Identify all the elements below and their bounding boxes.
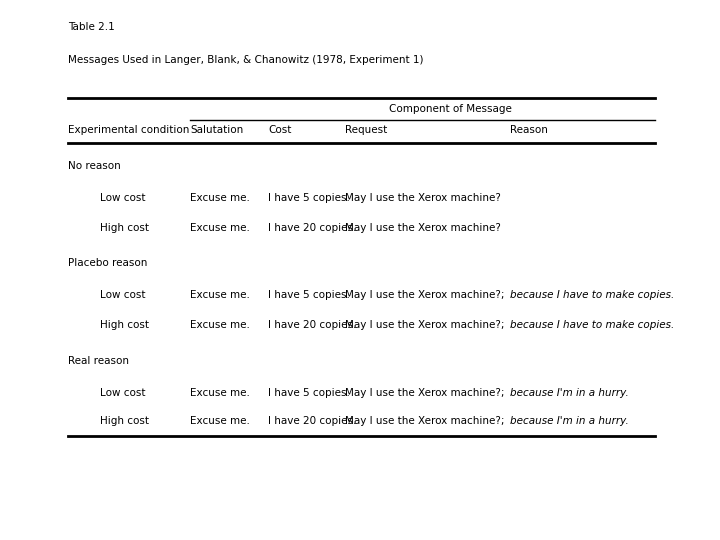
Text: Reason: Reason xyxy=(510,125,548,135)
Text: May I use the Xerox machine?: May I use the Xerox machine? xyxy=(345,223,501,233)
Text: May I use the Xerox machine?;: May I use the Xerox machine?; xyxy=(345,416,505,426)
Text: Salutation: Salutation xyxy=(190,125,243,135)
Text: May I use the Xerox machine?;: May I use the Xerox machine?; xyxy=(345,320,505,330)
Text: I have 20 copies.: I have 20 copies. xyxy=(268,223,356,233)
Text: High cost: High cost xyxy=(100,320,149,330)
Text: Placebo reason: Placebo reason xyxy=(68,258,148,268)
Text: Excuse me.: Excuse me. xyxy=(190,416,250,426)
Text: Excuse me.: Excuse me. xyxy=(190,290,250,300)
Text: I have 20 copies.: I have 20 copies. xyxy=(268,416,356,426)
Text: because I have to make copies.: because I have to make copies. xyxy=(510,290,674,300)
Text: No reason: No reason xyxy=(68,161,121,171)
Text: Real reason: Real reason xyxy=(68,356,129,366)
Text: May I use the Xerox machine?;: May I use the Xerox machine?; xyxy=(345,290,505,300)
Text: May I use the Xerox machine?;: May I use the Xerox machine?; xyxy=(345,388,505,398)
Text: Excuse me.: Excuse me. xyxy=(190,193,250,203)
Text: Request: Request xyxy=(345,125,387,135)
Text: because I'm in a hurry.: because I'm in a hurry. xyxy=(510,388,629,398)
Text: May I use the Xerox machine?: May I use the Xerox machine? xyxy=(345,193,501,203)
Text: High cost: High cost xyxy=(100,223,149,233)
Text: Low cost: Low cost xyxy=(100,388,145,398)
Text: I have 5 copies.: I have 5 copies. xyxy=(268,290,350,300)
Text: High cost: High cost xyxy=(100,416,149,426)
Text: because I have to make copies.: because I have to make copies. xyxy=(510,320,674,330)
Text: I have 5 copies.: I have 5 copies. xyxy=(268,193,350,203)
Text: Low cost: Low cost xyxy=(100,290,145,300)
Text: Table 2.1: Table 2.1 xyxy=(68,22,114,32)
Text: Cost: Cost xyxy=(268,125,292,135)
Text: I have 20 copies.: I have 20 copies. xyxy=(268,320,356,330)
Text: I have 5 copies.: I have 5 copies. xyxy=(268,388,350,398)
Text: Experimental condition: Experimental condition xyxy=(68,125,189,135)
Text: Low cost: Low cost xyxy=(100,193,145,203)
Text: Excuse me.: Excuse me. xyxy=(190,388,250,398)
Text: Component of Message: Component of Message xyxy=(389,104,511,114)
Text: Messages Used in Langer, Blank, & Chanowitz (1978, Experiment 1): Messages Used in Langer, Blank, & Chanow… xyxy=(68,55,423,65)
Text: Excuse me.: Excuse me. xyxy=(190,223,250,233)
Text: Excuse me.: Excuse me. xyxy=(190,320,250,330)
Text: because I'm in a hurry.: because I'm in a hurry. xyxy=(510,416,629,426)
